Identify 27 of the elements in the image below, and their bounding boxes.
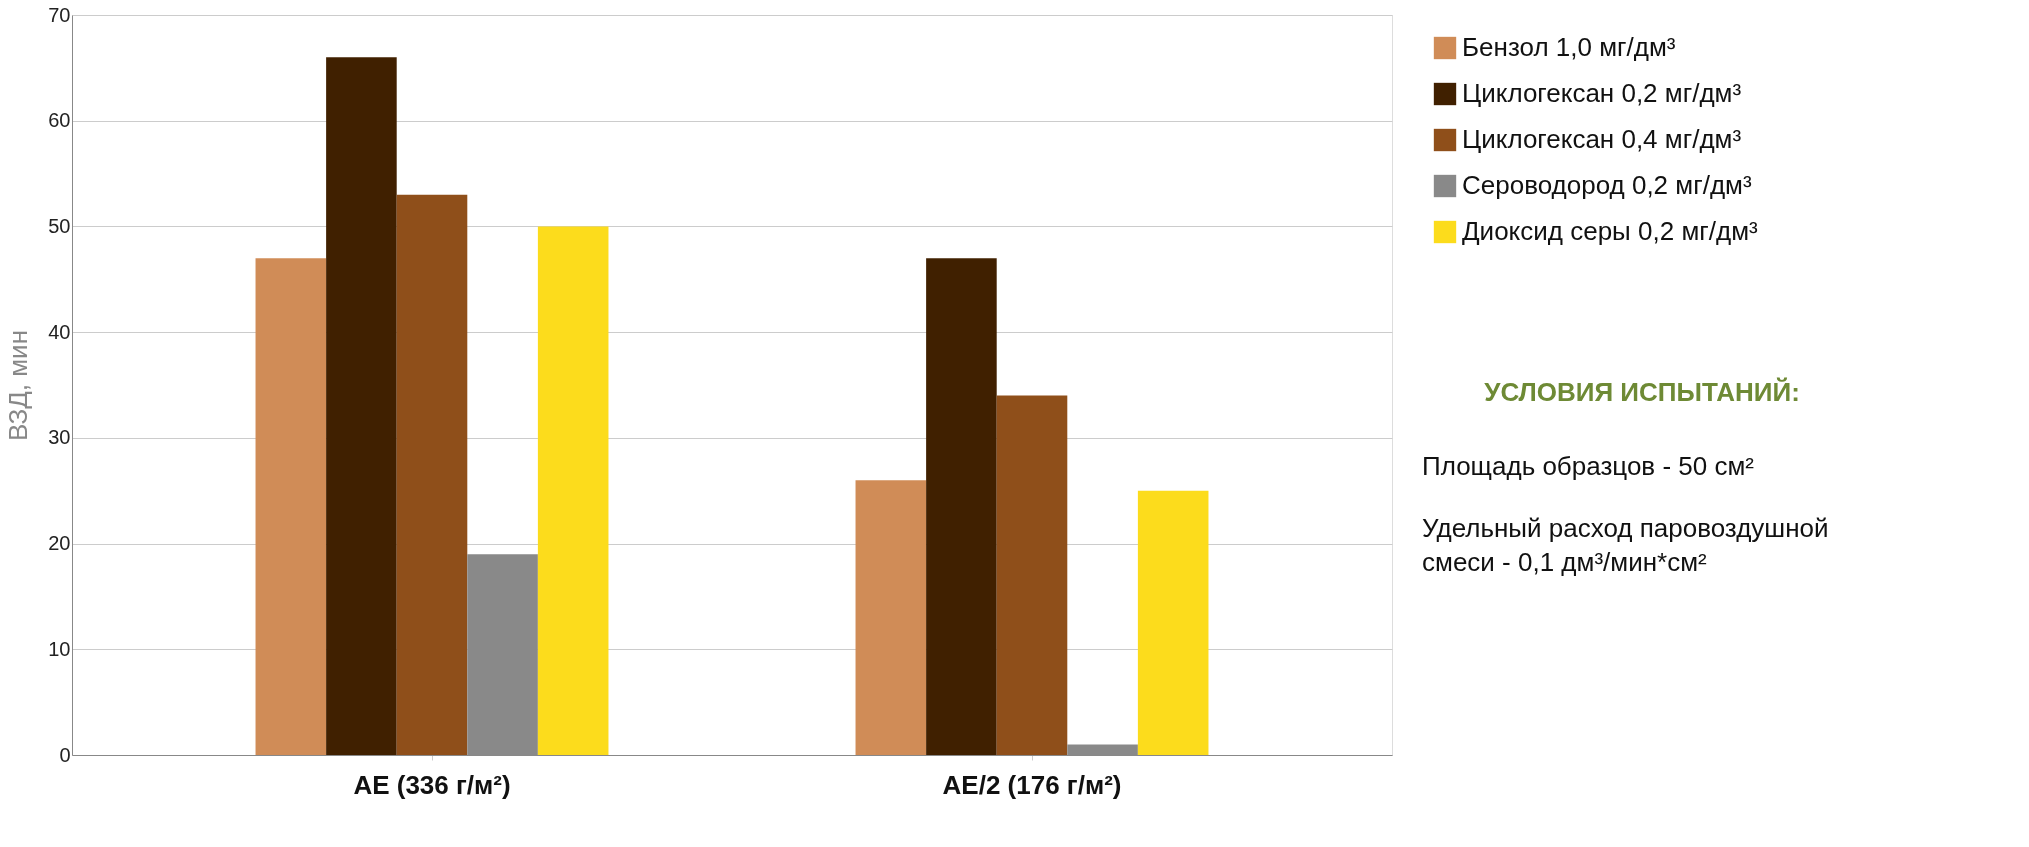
legend-label: Сероводород 0,2 мг/дм³ [1462, 170, 1752, 200]
text: Удельный расход паровоздушной смеси - 0,1 дм³/мин*см² [1422, 513, 1829, 577]
x-tick-label: АЕ (336 г/м²) [353, 769, 511, 800]
bar [537, 226, 609, 755]
y-tick-label: 10 [48, 637, 71, 660]
y-axis-title: ВЗД, мин [3, 330, 34, 441]
y-tick-label: 20 [48, 532, 71, 555]
y-tick-label: 70 [48, 3, 71, 26]
legend-label: Диоксид серы 0,2 мг/дм³ [1462, 216, 1758, 246]
y-tick-label: 50 [48, 214, 71, 237]
y-tick-label: 40 [48, 320, 71, 343]
bar [1137, 490, 1209, 755]
legend-label: Циклогексан 0,2 мг/дм³ [1462, 78, 1742, 108]
bar [855, 480, 927, 755]
text: Площадь образцов - 50 см² [1422, 451, 1755, 481]
legend-label: Циклогексан 0,4 мг/дм³ [1462, 124, 1742, 154]
y-tick-label: 30 [48, 426, 71, 449]
bar [396, 194, 468, 755]
bar [326, 57, 397, 755]
text: УСЛОВИЯ ИСПЫТАНИЙ: [1484, 377, 1800, 407]
y-tick-label: 0 [59, 743, 71, 766]
bar [926, 258, 997, 755]
x-tick-label: АЕ/2 (176 г/м²) [942, 769, 1122, 800]
legend-label: Бензол 1,0 мг/дм³ [1462, 32, 1676, 62]
y-tick-label: 60 [48, 109, 71, 132]
bar [996, 395, 1068, 755]
bar [255, 258, 327, 755]
